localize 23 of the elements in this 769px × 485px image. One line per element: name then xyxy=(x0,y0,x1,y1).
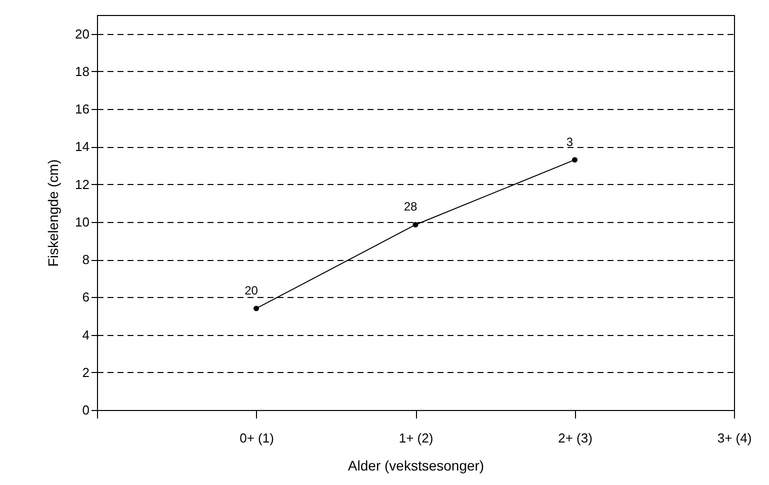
y-tick-label: 0 xyxy=(82,402,90,418)
x-tick-label: 2+ (3) xyxy=(558,430,592,446)
x-tick-label: 1+ (2) xyxy=(398,430,434,446)
y-axis-title: Fiskelengde (cm) xyxy=(45,159,62,267)
annotation: 20 xyxy=(244,283,258,298)
y-tick-label: 12 xyxy=(75,176,90,192)
y-tick-label: 4 xyxy=(82,327,90,342)
point xyxy=(254,306,259,312)
y-tick-label: 6 xyxy=(82,290,90,305)
point xyxy=(572,157,578,163)
x-tick-label: 3+ (4) xyxy=(717,430,752,446)
x-axis-title: Alder (vekstsesonger) xyxy=(348,458,484,474)
point xyxy=(412,222,418,228)
annotation: 3 xyxy=(566,134,574,149)
y-tick-label: 14 xyxy=(75,139,90,154)
y-tick-label: 10 xyxy=(75,214,90,230)
y-tick-label: 8 xyxy=(82,252,90,268)
y-tick-label: 20 xyxy=(75,26,90,42)
y-tick-label: 16 xyxy=(75,102,90,117)
y-tick-label: 2 xyxy=(82,364,90,380)
annotation: 28 xyxy=(404,200,418,214)
x-tick-label: 0+ (1) xyxy=(240,430,274,446)
y-tick-label: 18 xyxy=(75,64,90,79)
